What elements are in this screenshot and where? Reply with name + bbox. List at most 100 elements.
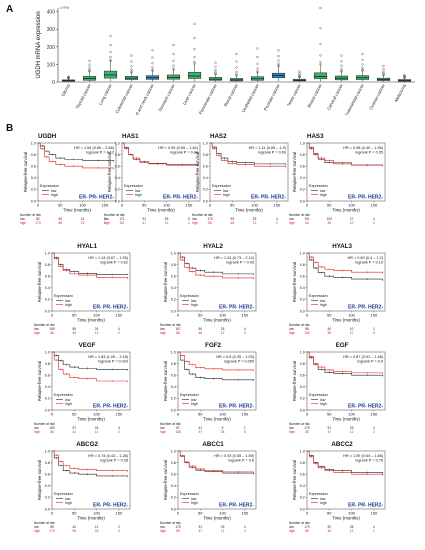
risk-high-count: 2 bbox=[276, 221, 278, 225]
box-9 bbox=[250, 47, 265, 82]
x-tick-label: 100 bbox=[93, 412, 100, 417]
x-tick-label: 150 bbox=[371, 203, 378, 208]
risk-low-label: low bbox=[289, 327, 294, 331]
legend-high-label: high bbox=[320, 402, 327, 406]
y-tick-label: 0.2 bbox=[45, 397, 50, 401]
risk-high-count: 86 bbox=[59, 221, 63, 225]
legend-low-label: low bbox=[135, 189, 141, 193]
risk-low-count: 25 bbox=[221, 327, 225, 331]
outlier-point bbox=[277, 54, 280, 58]
curve-high bbox=[178, 252, 255, 280]
gene-title: ABCC1 bbox=[202, 441, 224, 448]
outlier-point bbox=[361, 66, 364, 69]
x-axis-title: Time (months) bbox=[203, 516, 231, 521]
legend-high-label: high bbox=[51, 193, 58, 197]
logrank-p: logrank P = 0.8 bbox=[228, 459, 254, 463]
box-15 bbox=[376, 65, 391, 82]
box-body bbox=[250, 76, 265, 81]
risk-low-label: low bbox=[34, 426, 39, 430]
outlier-point bbox=[130, 68, 133, 71]
outlier-point bbox=[340, 54, 343, 57]
y-tick-label: 0.0 bbox=[31, 199, 36, 203]
x-axis-title: Time (months) bbox=[332, 516, 360, 521]
km-plot-abcc2: ABCC2 HR = 1.09 (0.64 – 1.86)logrank P = … bbox=[289, 441, 386, 533]
risk-high-count: 47 bbox=[328, 430, 332, 434]
risk-high-count: 12 bbox=[253, 221, 257, 225]
y-axis-title: Relapse-free survival bbox=[163, 262, 168, 302]
y-tick-label: 1.0 bbox=[115, 141, 120, 145]
y-tick-label: 0.0 bbox=[45, 507, 50, 511]
x-axis-title: Time (months) bbox=[235, 208, 263, 213]
y-tick-label: 1.0 bbox=[31, 141, 36, 145]
outlier-point bbox=[235, 70, 238, 73]
risk-high-count: 85 bbox=[305, 430, 309, 434]
curve-high bbox=[307, 450, 384, 476]
outlier-point bbox=[193, 22, 196, 25]
subtype-label: ER- PR- HER2- bbox=[219, 503, 254, 509]
subtype-label: ER- PR- HER2- bbox=[219, 305, 254, 311]
risk-high-label: high bbox=[104, 221, 110, 225]
legend-low-label: low bbox=[191, 497, 197, 501]
y-tick-label: 0.0 bbox=[171, 309, 176, 313]
x-tick-label: 150 bbox=[371, 511, 378, 516]
outlier-point bbox=[109, 35, 112, 38]
outlier-point bbox=[340, 70, 343, 73]
outlier-point bbox=[277, 49, 280, 52]
x-tick-label: 150 bbox=[274, 203, 281, 208]
risk-low-count: 170 bbox=[304, 525, 310, 529]
outlier-point bbox=[382, 70, 385, 73]
outlier-point bbox=[235, 66, 238, 69]
risk-high-count: 41 bbox=[73, 430, 77, 434]
risk-high-count: 11 bbox=[95, 430, 99, 434]
y-tick-label: 1.0 bbox=[300, 350, 305, 354]
risk-high-count: 12 bbox=[350, 430, 354, 434]
risk-title: Number at risk bbox=[34, 521, 55, 525]
subtype-label: ER- PR- HER2- bbox=[348, 305, 383, 311]
risk-high-count: 2 bbox=[373, 221, 375, 225]
risk-low-count: 91 bbox=[199, 525, 203, 529]
outlier-point bbox=[151, 69, 154, 72]
y-tick-label: 0.6 bbox=[171, 374, 176, 378]
y-tick-label: 0.8 bbox=[300, 263, 305, 267]
risk-low-label: low bbox=[160, 525, 165, 529]
curve-low bbox=[178, 351, 255, 381]
risk-low-count: 41 bbox=[199, 426, 203, 430]
outlier-point bbox=[172, 43, 175, 47]
outlier-point bbox=[277, 62, 280, 65]
curve-high bbox=[307, 252, 384, 274]
x-tick-label: 0 bbox=[51, 313, 54, 318]
box-5 bbox=[166, 43, 181, 82]
y-tick-label: 1.0 bbox=[171, 449, 176, 453]
risk-high-count: 84 bbox=[120, 221, 124, 225]
gene-title: HYAL1 bbox=[77, 243, 97, 250]
y-axis-title: Relapse-free survival bbox=[195, 152, 200, 192]
box-13 bbox=[334, 54, 349, 82]
subtype-label: ER- PR- HER2- bbox=[348, 195, 383, 201]
x-tick-label: 150 bbox=[116, 412, 123, 417]
gene-title: UGDH bbox=[38, 133, 57, 140]
y-tick-label: 0.8 bbox=[203, 153, 208, 157]
outlier-point bbox=[277, 65, 280, 68]
risk-high-label: high bbox=[34, 529, 40, 533]
y-tick-label: 0.4 bbox=[171, 385, 176, 389]
outlier-point bbox=[319, 63, 322, 66]
legend-low-label: low bbox=[191, 398, 197, 402]
legend-title: Expression bbox=[124, 184, 143, 188]
curve-high bbox=[178, 450, 255, 474]
legend-high-label: high bbox=[191, 501, 198, 505]
x-axis-title: Time (months) bbox=[77, 516, 105, 521]
hazard-ratio: HR = 1.14 (0.67 – 1.95) bbox=[88, 256, 129, 260]
km-plot-ugdh: UGDH HR = 1.54 (0.89 – 2.66)logrank P = 0… bbox=[20, 133, 117, 225]
risk-high-label: high bbox=[160, 529, 166, 533]
legend-title: Expression bbox=[180, 492, 199, 496]
risk-high-count: 97 bbox=[199, 430, 203, 434]
x-tick-label: 150 bbox=[371, 412, 378, 417]
legend-low-label: low bbox=[51, 189, 57, 193]
box-body bbox=[187, 72, 202, 79]
risk-low-count: 26 bbox=[95, 426, 99, 430]
risk-low-count: 1 bbox=[373, 327, 375, 331]
y-tick-label: 1.0 bbox=[45, 251, 50, 255]
legend-title: Expression bbox=[309, 294, 328, 298]
outlier-point bbox=[151, 49, 154, 52]
